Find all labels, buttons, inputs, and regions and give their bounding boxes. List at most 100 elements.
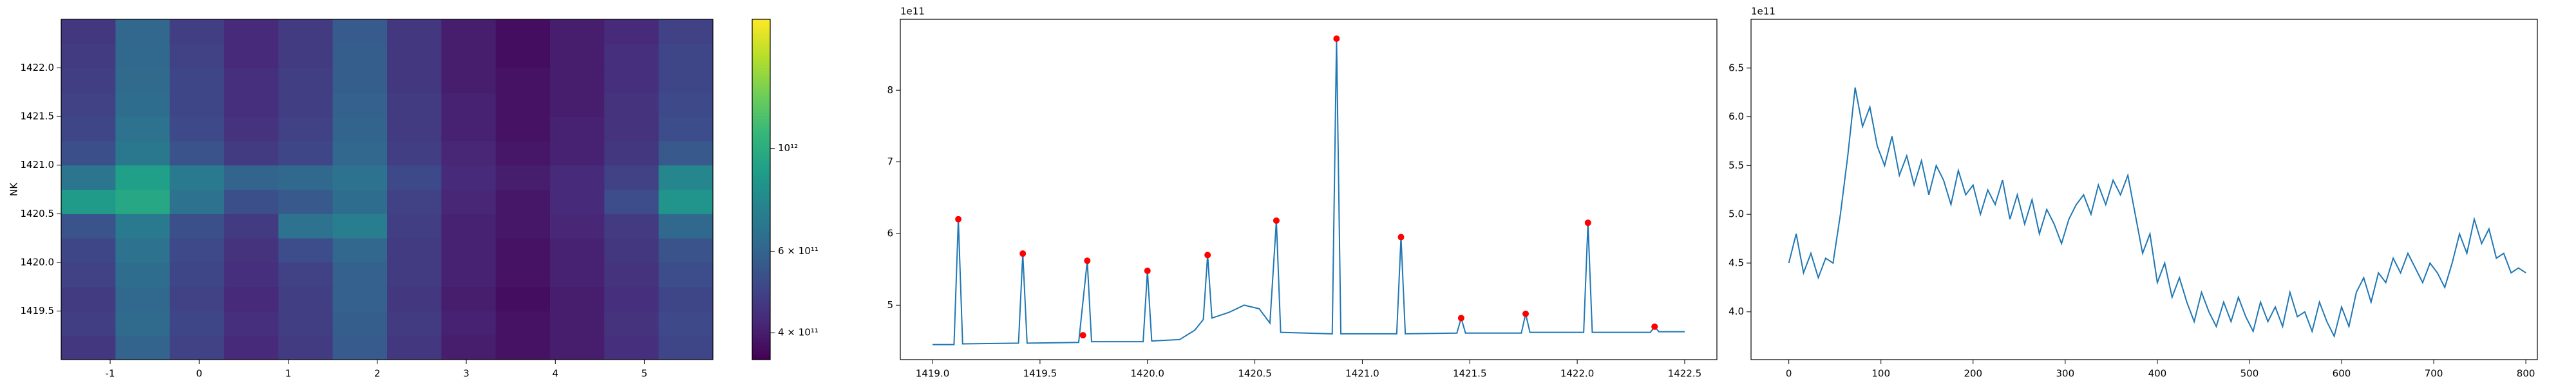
heatmap-cell [278, 43, 334, 69]
heatmap-cell [332, 214, 388, 239]
colorbar-slice [752, 308, 770, 312]
heatmap-cell [169, 286, 225, 311]
colorbar-slice [752, 64, 770, 68]
x-tick-label: 0 [196, 368, 203, 380]
heatmap-cell [387, 214, 442, 239]
heatmap-cell [169, 140, 225, 166]
colorbar-slice [752, 257, 770, 261]
heatmap-cell [224, 335, 279, 360]
colorbar-slice [752, 192, 770, 196]
heatmap-cell [387, 43, 442, 69]
colorbar-slice [752, 334, 770, 338]
colorbar-frame [752, 19, 771, 360]
colorbar-slice [752, 271, 770, 275]
colorbar-slice [752, 70, 770, 74]
heatmap-cell [387, 189, 442, 214]
heatmap-cell [278, 238, 334, 263]
heatmap-cell [115, 43, 171, 69]
heatmap-cell [387, 165, 442, 190]
heatmap-cell [441, 140, 497, 166]
heatmap-cell [224, 116, 279, 142]
y-tick-label: 5.0 [1728, 208, 1744, 220]
x-tick-label: 1420.5 [1238, 368, 1272, 380]
heatmap-cell [387, 238, 442, 263]
heatmap-cell [658, 92, 714, 117]
colorbar-slice [752, 169, 770, 173]
heatmap-cell [224, 43, 279, 69]
colorbar-slice [752, 203, 770, 207]
heatmap-cell [495, 286, 551, 311]
colorbar-slice [752, 155, 770, 159]
heatmap-cell [604, 19, 659, 44]
colorbar-slice [752, 277, 770, 281]
colorbar-slice [752, 110, 770, 114]
colorbar-slice [752, 147, 770, 151]
x-tick-label: 200 [1964, 368, 1982, 380]
axes-frame [61, 19, 714, 360]
x-tick-label: 5 [641, 368, 648, 380]
colorbar-slice [752, 215, 770, 219]
x-tick-label: 2 [374, 368, 381, 380]
heatmap-cell [224, 214, 279, 239]
colorbar-slice [752, 62, 770, 66]
colorbar-slice [752, 226, 770, 230]
heatmap-cell [61, 214, 116, 239]
axes-frame [900, 19, 1718, 360]
x-tick-label: 4 [553, 368, 559, 380]
colorbar-slice [752, 22, 770, 26]
heatmap-cell [115, 68, 171, 93]
y-tick-label: 6 [887, 227, 893, 239]
x-tick-label: 700 [2425, 368, 2443, 380]
heatmap-cell [658, 68, 714, 93]
heatmap-cell [550, 262, 605, 288]
heatmap-cell [604, 116, 659, 142]
colorbar-slice [752, 246, 770, 250]
heatmap-cell [61, 165, 116, 190]
y-tick-label: 5.5 [1728, 160, 1744, 171]
y-tick-label: 5 [887, 299, 893, 311]
heatmap-cell [441, 238, 497, 263]
y-tick-label: 4.0 [1728, 306, 1744, 317]
heatmap-cell [332, 238, 388, 263]
x-tick-label: 1422.5 [1668, 368, 1702, 380]
colorbar-slice [752, 314, 770, 318]
heatmap-cell [278, 140, 334, 166]
y-tick-label: 1421.5 [21, 111, 55, 122]
colorbar-slice [752, 340, 770, 344]
heatmap-cell [332, 116, 388, 142]
heatmap-cell [550, 165, 605, 190]
y-tick-label: 6.5 [1728, 62, 1744, 73]
heatmap-cell [224, 140, 279, 166]
heatmap-cell [550, 92, 605, 117]
colorbar-slice [752, 149, 770, 153]
heatmap-cell [169, 238, 225, 263]
heatmap-cell [604, 311, 659, 336]
heatmap-cell [658, 286, 714, 311]
heatmap-cell [604, 286, 659, 311]
colorbar-slice [752, 237, 770, 241]
heatmap-cell [115, 92, 171, 117]
heatmap-cell [169, 165, 225, 190]
heatmap-cell [278, 19, 334, 44]
heatmap-cell [169, 43, 225, 69]
heatmap-cell [495, 311, 551, 336]
heatmap-cell [658, 214, 714, 239]
heatmap-cell [550, 286, 605, 311]
y-offset-label: 1e11 [900, 6, 925, 17]
heatmap-cell [61, 68, 116, 93]
heatmap-cell [278, 165, 334, 190]
y-axis-label: NK [8, 182, 20, 196]
colorbar-slice [752, 93, 770, 96]
heatmap-cell [278, 214, 334, 239]
colorbar-slice [752, 232, 770, 235]
colorbar-slice [752, 217, 770, 221]
heatmap-cell [278, 335, 334, 360]
colorbar-slice [752, 187, 770, 190]
heatmap-cell [61, 311, 116, 336]
heatmap-cell [278, 286, 334, 311]
heatmap-cell [169, 116, 225, 142]
colorbar-slice [752, 84, 770, 88]
heatmap-cell [169, 311, 225, 336]
heatmap-cell [604, 214, 659, 239]
